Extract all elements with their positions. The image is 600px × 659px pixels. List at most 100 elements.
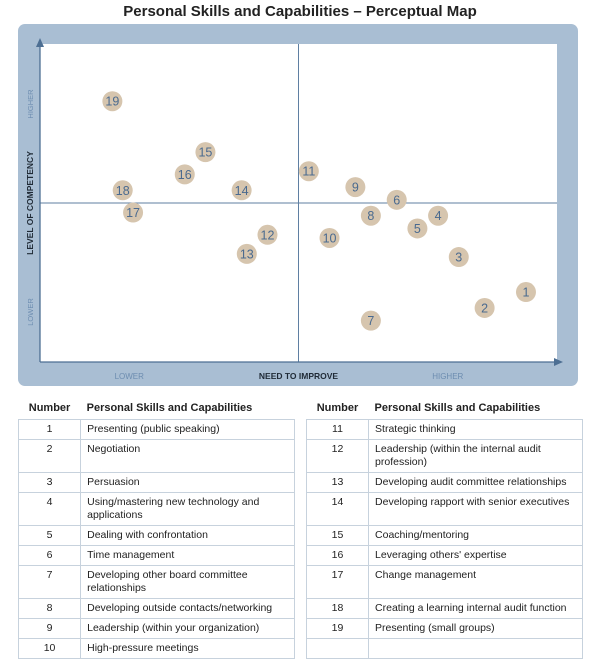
skill-name: Developing audit committee relationships <box>368 472 583 493</box>
table-row: 5 Dealing with confrontation 15 Coaching/me… <box>17 525 583 546</box>
skill-number: 8 <box>17 598 82 619</box>
skill-number: 2 <box>17 439 82 473</box>
data-point-label: 9 <box>352 181 359 195</box>
data-point-marker <box>236 243 257 264</box>
data-point-9: 9 <box>345 177 366 198</box>
data-point-label: 11 <box>302 165 315 179</box>
data-point-marker <box>386 189 407 210</box>
data-point-17: 17 <box>123 202 144 223</box>
data-point-1: 1 <box>515 282 536 303</box>
skill-number: 14 <box>305 492 370 526</box>
skill-number: 13 <box>305 472 370 493</box>
y-axis-arrow-icon <box>36 38 44 47</box>
skill-name: Dealing with confrontation <box>80 525 295 546</box>
data-point-marker <box>257 224 278 245</box>
data-point-7: 7 <box>360 310 381 331</box>
data-point-marker <box>448 247 469 268</box>
data-point-marker <box>360 205 381 226</box>
data-point-marker <box>407 218 428 239</box>
data-point-label: 5 <box>414 222 421 236</box>
x-axis-arrow-icon <box>554 358 563 366</box>
data-point-label: 8 <box>367 209 374 223</box>
data-point-label: 4 <box>435 209 442 223</box>
data-point-marker <box>360 310 381 331</box>
table-row: 6 Time management 16 Leveraging others' exp… <box>17 545 583 566</box>
skill-number: 9 <box>17 618 82 639</box>
data-point-marker <box>195 142 216 163</box>
data-point-marker <box>319 227 340 248</box>
data-point-marker <box>428 205 449 226</box>
data-point-marker <box>515 282 536 303</box>
skill-number: 16 <box>305 545 370 566</box>
skill-number: 11 <box>305 419 370 440</box>
table-row: 4 Using/mastering new technology and appl… <box>17 492 583 526</box>
data-point-11: 11 <box>298 161 319 182</box>
x-axis-title: NEED TO IMPROVE <box>259 371 339 381</box>
data-point-3: 3 <box>448 247 469 268</box>
data-point-marker <box>102 91 123 112</box>
data-point-12: 12 <box>257 224 278 245</box>
data-point-label: 7 <box>367 314 374 328</box>
y-low-label: LOWER <box>26 298 35 326</box>
skill-number <box>305 638 370 659</box>
skill-name: Strategic thinking <box>368 419 583 440</box>
data-point-marker <box>345 177 366 198</box>
data-point-label: 3 <box>455 251 462 265</box>
y-axis-title: LEVEL OF COMPETENCY <box>25 151 35 255</box>
header-skill-right: Personal Skills and Capabilities <box>374 402 541 414</box>
data-point-marker <box>474 297 495 318</box>
skill-number: 15 <box>305 525 370 546</box>
perceptual-map: HIGHER LOWER LEVEL OF COMPETENCY LOWER H… <box>25 38 563 381</box>
data-point-marker <box>231 180 252 201</box>
skill-number: 18 <box>305 598 370 619</box>
skill-name <box>368 638 583 659</box>
data-point-label: 6 <box>393 193 400 207</box>
data-point-label: 14 <box>235 184 249 198</box>
data-point-13: 13 <box>236 243 257 264</box>
data-point-15: 15 <box>195 142 216 163</box>
table-row: 3 Persuasion 13 Developing audit committee … <box>17 472 583 493</box>
skill-name: Presenting (public speaking) <box>80 419 295 440</box>
header-number-left: Number <box>28 402 71 414</box>
skill-name: Negotiation <box>80 439 295 473</box>
header-skill-left: Personal Skills and Capabilities <box>86 402 253 414</box>
skill-name: Developing other board committee relatio… <box>80 565 295 599</box>
data-point-label: 12 <box>261 228 275 242</box>
axes <box>36 38 563 366</box>
data-point-marker <box>298 161 319 182</box>
skill-number: 7 <box>17 565 82 599</box>
data-point-4: 4 <box>428 205 449 226</box>
skills-table: Number Personal Skills and Capabilities … <box>17 398 583 659</box>
data-point-label: 16 <box>178 168 192 182</box>
skill-name: Creating a learning internal audit funct… <box>368 598 583 619</box>
skill-name: Change management <box>368 565 583 599</box>
data-point-label: 1 <box>523 286 530 300</box>
data-point-19: 19 <box>102 91 123 112</box>
skill-number: 12 <box>305 439 370 473</box>
skill-number: 5 <box>17 525 82 546</box>
skill-number: 4 <box>17 492 82 526</box>
table-row: 1 Presenting (public speaking) 11 Strategic… <box>17 419 583 440</box>
data-point-marker <box>174 164 195 185</box>
skill-name: Leadership (within your organization) <box>80 618 295 639</box>
data-point-marker <box>123 202 144 223</box>
skill-name: Using/mastering new technology and appli… <box>80 492 295 526</box>
y-high-label: HIGHER <box>26 89 35 119</box>
data-point-label: 15 <box>198 146 212 160</box>
x-low-label: LOWER <box>115 372 145 381</box>
header-number-right: Number <box>316 402 359 414</box>
quadrant-lines <box>40 44 557 362</box>
skill-name: Developing outside contacts/networking <box>80 598 295 619</box>
data-point-6: 6 <box>386 189 407 210</box>
table-row: 10 High-pressure meetings <box>17 638 583 659</box>
data-point-label: 13 <box>240 247 254 261</box>
data-point-5: 5 <box>407 218 428 239</box>
skill-number: 17 <box>305 565 370 599</box>
table-header-row: Number Personal Skills and Capabilities … <box>19 398 583 420</box>
data-point-16: 16 <box>174 164 195 185</box>
data-point-marker <box>112 180 133 201</box>
skill-name: Leadership (within the internal audit pr… <box>368 439 583 473</box>
table-row: 9 Leadership (within your organization) 19… <box>17 618 583 639</box>
chart-title: Personal Skills and Capabilities – Perce… <box>123 3 477 20</box>
